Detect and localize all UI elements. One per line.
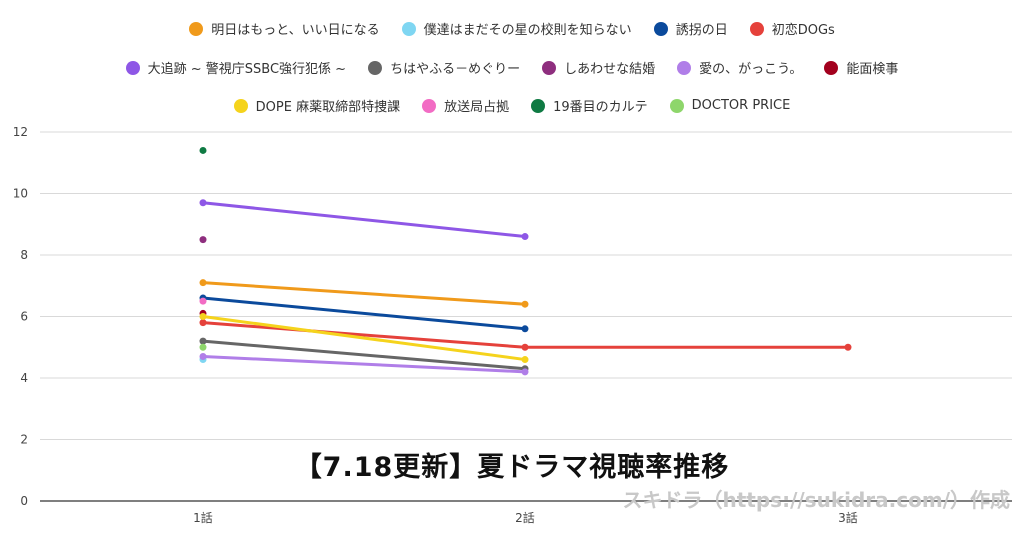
legend-swatch [422,98,437,113]
y-tick-label: 10 [13,187,28,201]
legend-item: 初恋DOGs [749,19,835,38]
data-point [521,368,529,376]
series-lines [199,146,852,376]
data-point [199,199,207,207]
legend-item: DOCTOR PRICE [669,98,791,113]
series-10 [199,297,207,305]
legend-item: しあわせな結婚 [542,58,655,77]
legend-label: 能面検事 [846,62,899,77]
series-line [202,339,526,371]
series-6 [199,236,207,244]
y-tick-label: 12 [13,125,28,139]
legend-label: 僕達はまだその星の校則を知らない [423,23,632,38]
series-line [202,315,526,362]
legend-label: DOPE 麻薬取締部特捜課 [255,100,401,115]
data-point [199,319,207,327]
chart-legend: 明日はもっと、いい日になる 僕達はまだその星の校則を知らない 誘拐の日 初恋DOGs 大… [0,0,1024,125]
data-point [199,236,207,244]
series-11 [199,146,207,154]
legend-row: 大追跡 ~ 警視庁SSBC強行犯係 ~ ちはやふる－めぐりー しあわせな結婚 愛の、が… [0,58,1024,77]
y-tick-label: 4 [20,371,28,385]
data-point [199,352,207,360]
legend-label: 19番目のカルテ [553,100,648,115]
series-line [202,201,526,239]
data-point [521,300,529,308]
legend-item: ちはやふる－めぐりー [368,58,520,77]
legend-swatch [542,60,557,75]
legend-item: 放送局占拠 [422,96,509,115]
data-point [199,337,207,345]
data-point [521,356,529,364]
legend-item: 僕達はまだその星の校則を知らない [401,19,632,38]
y-axis-ticks: 0 2 4 6 8 10 12 [13,125,28,508]
legend-swatch [189,21,204,36]
legend-swatch [677,60,692,75]
legend-swatch [531,98,546,113]
legend-item: DOPE 麻薬取締部特捜課 [233,96,401,115]
series-4 [199,199,529,241]
legend-item: 誘拐の日 [653,19,728,38]
series-3 [199,319,852,351]
legend-label: DOCTOR PRICE [691,98,791,113]
legend-swatch [653,21,668,36]
legend-item: 明日はもっと、いい日になる [189,19,380,38]
x-tick-label: 1話 [193,510,213,525]
legend-item: 愛の、がっこう。 [677,58,802,77]
legend-swatch [824,60,839,75]
y-tick-label: 6 [20,310,28,324]
legend-item: 19番目のカルテ [531,96,648,115]
legend-swatch [368,60,383,75]
legend-swatch [669,98,684,113]
y-tick-label: 8 [20,248,28,262]
x-tick-label: 3話 [838,510,858,525]
legend-label: 大追跡 ~ 警視庁SSBC強行犯係 ~ [147,62,347,77]
data-point [521,233,529,241]
series-line [202,354,526,374]
legend-label: しあわせな結婚 [564,62,656,77]
data-point [199,313,207,320]
legend-item: 能面検事 [824,58,898,77]
legend-swatch [233,98,248,113]
legend-label: 放送局占拠 [444,100,510,115]
chart-title: 【7.18更新】夏ドラマ視聴率推移 [294,452,730,483]
legend-label: ちはやふる－めぐりー [390,62,521,77]
data-point [199,279,207,287]
legend-swatch [401,21,416,36]
series-12 [199,343,207,351]
data-point [521,343,529,351]
data-point [521,325,529,333]
legend-label: 愛の、がっこう。 [699,62,803,77]
legend-label: 初恋DOGs [771,23,835,38]
series-0 [199,279,529,308]
data-point [844,343,852,351]
legend-row: 明日はもっと、いい日になる 僕達はまだその星の校則を知らない 誘拐の日 初恋DOGs [0,19,1024,38]
data-point [199,297,207,305]
series-9 [199,313,529,364]
legend-swatch [749,21,764,36]
legend-label: 明日はもっと、いい日になる [211,23,380,38]
y-tick-label: 2 [20,433,28,447]
data-point [199,343,207,351]
legend-row: DOPE 麻薬取締部特捜課 放送局占拠 19番目のカルテ DOCTOR PRICE [0,96,1024,115]
series-line [202,281,526,306]
legend-item: 大追跡 ~ 警視庁SSBC強行犯係 ~ [125,58,347,77]
data-point [199,146,207,154]
series-line [202,296,526,331]
x-tick-label: 2話 [515,510,535,525]
y-tick-label: 0 [20,494,28,508]
series-7 [199,352,529,376]
x-axis-ticks: 1話 2話 3話 [193,510,858,525]
legend-swatch [125,60,140,75]
legend-label: 誘拐の日 [675,23,728,38]
watermark-credit: スキドラ（https://sukidra.com/）作成 [622,488,1011,512]
